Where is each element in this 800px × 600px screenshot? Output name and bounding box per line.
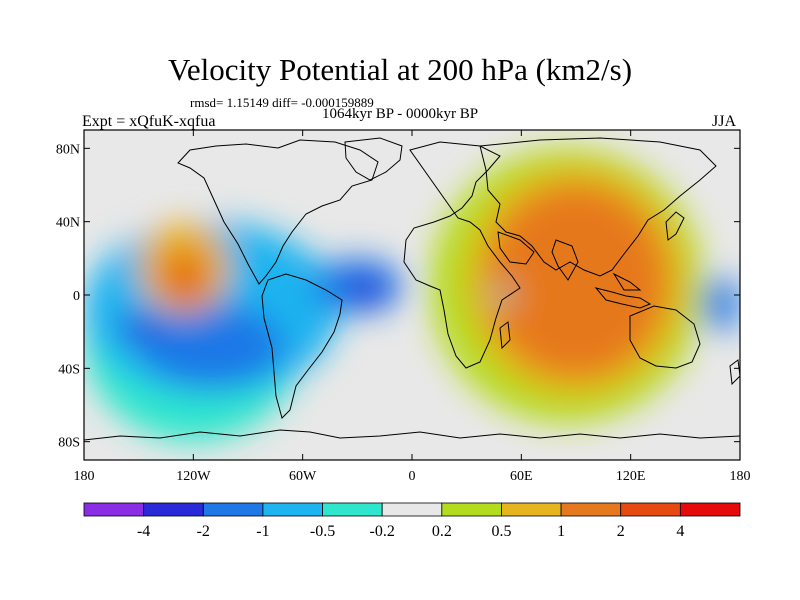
colorbar-swatch — [202, 502, 264, 517]
season-label: JJA — [712, 113, 737, 130]
contour-band-3 — [120, 313, 157, 341]
colorbar-label: 1 — [557, 523, 565, 540]
colorbar-swatch — [560, 502, 622, 517]
colorbar-label: 0.5 — [491, 523, 511, 540]
experiment-label: Expt = xQfuK-xqfua — [82, 113, 216, 130]
arabia-india-coast — [497, 231, 579, 281]
colorbar-swatch — [83, 502, 145, 517]
contour-band-7 — [156, 249, 212, 305]
south-america-coast — [261, 273, 343, 419]
madagascar-coast — [499, 321, 511, 350]
colorbar-label: -4 — [137, 523, 150, 540]
antarctica-coast — [84, 429, 740, 441]
japan-coast — [665, 211, 685, 241]
contour-band-12 — [494, 285, 513, 305]
colorbar-label: 2 — [617, 523, 625, 540]
new-zealand-coast — [729, 359, 740, 386]
contour-field — [84, 148, 740, 442]
colorbar: -4 -2 -1 -0.5 -0.2 0.2 0.5 1 2 4 — [83, 502, 741, 540]
colorbar-swatch — [679, 502, 741, 517]
colorbar-swatch — [381, 502, 443, 517]
contour-band-2 — [138, 304, 285, 387]
colorbar-swatch — [620, 502, 681, 517]
rmsd-diff-stats: rmsd= 1.15149 diff= -0.000159889 — [190, 95, 374, 110]
contour-band-5 — [348, 276, 385, 305]
north-america-coast — [177, 139, 379, 285]
colorbar-swatch — [501, 502, 562, 517]
lat-label: 80N — [56, 142, 80, 157]
colorbar-label: 0.2 — [432, 523, 452, 540]
lon-label: 120W — [176, 469, 211, 484]
lon-label: 60E — [510, 469, 533, 484]
lat-label: 0 — [73, 289, 80, 304]
colorbar-swatch — [322, 502, 383, 517]
contour-band-8 — [175, 276, 194, 296]
colorbar-swatch — [143, 502, 204, 517]
colorbar-swatch — [262, 502, 323, 517]
lat-label: 40S — [58, 362, 80, 377]
lon-label: 180 — [74, 469, 95, 484]
time-period-label: 1064kyr BP - 0000kyr BP — [322, 106, 479, 122]
map-axes: 80N 40N 0 40S 80S 180 120W 60W 0 60E 120E 180 — [56, 130, 751, 484]
contour-band-11 — [484, 185, 668, 378]
lon-label: 0 — [409, 469, 416, 484]
coastlines — [84, 137, 740, 441]
plot-title: Velocity Potential at 200 hPa (km2/s) — [167, 52, 633, 87]
greenland-coast — [344, 137, 403, 181]
lat-label: 80S — [58, 436, 80, 451]
europe-africa-coast — [403, 141, 521, 369]
colorbar-swatch — [441, 502, 502, 517]
colorbar-label: -1 — [256, 523, 269, 540]
lon-label: 60W — [289, 469, 317, 484]
colorbar-label: -0.5 — [310, 523, 335, 540]
lon-label: 180 — [730, 469, 751, 484]
colorbar-label: 4 — [676, 523, 684, 540]
lon-label: 120E — [616, 469, 646, 484]
lat-label: 40N — [56, 216, 80, 231]
contour-band-13 — [703, 276, 740, 332]
australia-coast — [629, 305, 701, 369]
asia-coast — [479, 137, 717, 277]
colorbar-label: -2 — [197, 523, 210, 540]
colorbar-label: -0.2 — [370, 523, 395, 540]
indonesia-coast — [594, 272, 652, 309]
